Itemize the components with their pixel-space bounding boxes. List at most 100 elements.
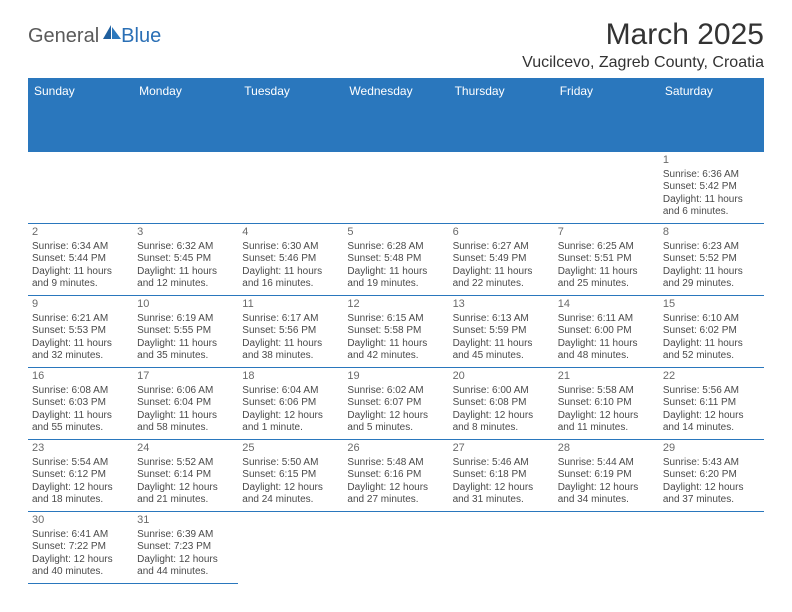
weekday-header-row: Sunday Monday Tuesday Wednesday Thursday… [28,80,764,152]
sunset-text: Sunset: 6:02 PM [663,325,760,338]
daylight-text: Daylight: 11 hours [137,338,234,351]
calendar-day-cell [449,512,554,584]
day-number: 4 [242,226,339,240]
month-year-title: March 2025 [522,18,764,52]
calendar-day-cell: 25Sunrise: 5:50 AMSunset: 6:15 PMDayligh… [238,440,343,512]
calendar-day-cell: 23Sunrise: 5:54 AMSunset: 6:12 PMDayligh… [28,440,133,512]
weekday-header: Wednesday [343,80,448,152]
sunrise-text: Sunrise: 6:34 AM [32,241,129,254]
day-number: 16 [32,370,129,384]
sunrise-text: Sunrise: 6:08 AM [32,385,129,398]
sunrise-text: Sunrise: 6:39 AM [137,529,234,542]
calendar-day-cell: 16Sunrise: 6:08 AMSunset: 6:03 PMDayligh… [28,368,133,440]
calendar-day-cell [28,152,133,224]
calendar-grid: Sunday Monday Tuesday Wednesday Thursday… [28,78,764,584]
sunrise-text: Sunrise: 5:54 AM [32,457,129,470]
daylight-text: Daylight: 11 hours [558,266,655,279]
sunset-text: Sunset: 6:15 PM [242,469,339,482]
sunrise-text: Sunrise: 6:36 AM [663,169,760,182]
daylight-text: Daylight: 12 hours [453,410,550,423]
calendar-day-cell [343,512,448,584]
sunrise-text: Sunrise: 6:30 AM [242,241,339,254]
sunrise-text: Sunrise: 5:44 AM [558,457,655,470]
daylight-text: Daylight: 11 hours [453,266,550,279]
title-block: March 2025 Vucilcevo, Zagreb County, Cro… [522,18,764,72]
weekday-header: Monday [133,80,238,152]
calendar-day-cell: 5Sunrise: 6:28 AMSunset: 5:48 PMDaylight… [343,224,448,296]
daylight-text: Daylight: 11 hours [32,266,129,279]
sunrise-text: Sunrise: 6:28 AM [347,241,444,254]
sunset-text: Sunset: 5:52 PM [663,253,760,266]
daylight-text: and 34 minutes. [558,494,655,507]
day-number: 27 [453,442,550,456]
sunrise-text: Sunrise: 5:58 AM [558,385,655,398]
calendar-day-cell: 18Sunrise: 6:04 AMSunset: 6:06 PMDayligh… [238,368,343,440]
daylight-text: Daylight: 11 hours [663,338,760,351]
day-number: 7 [558,226,655,240]
day-number: 14 [558,298,655,312]
daylight-text: Daylight: 11 hours [137,266,234,279]
daylight-text: and 24 minutes. [242,494,339,507]
sunrise-text: Sunrise: 6:25 AM [558,241,655,254]
day-number: 30 [32,514,129,528]
weekday-header: Thursday [449,80,554,152]
sunset-text: Sunset: 6:19 PM [558,469,655,482]
day-number: 24 [137,442,234,456]
page-header: General Blue March 2025 Vucilcevo, Zagre… [28,18,764,72]
calendar-day-cell [238,152,343,224]
day-number: 10 [137,298,234,312]
daylight-text: and 21 minutes. [137,494,234,507]
calendar-day-cell: 8Sunrise: 6:23 AMSunset: 5:52 PMDaylight… [659,224,764,296]
calendar-day-cell: 13Sunrise: 6:13 AMSunset: 5:59 PMDayligh… [449,296,554,368]
calendar-day-cell: 30Sunrise: 6:41 AMSunset: 7:22 PMDayligh… [28,512,133,584]
daylight-text: Daylight: 12 hours [453,482,550,495]
sunset-text: Sunset: 6:14 PM [137,469,234,482]
daylight-text: and 42 minutes. [347,350,444,363]
calendar-day-cell: 9Sunrise: 6:21 AMSunset: 5:53 PMDaylight… [28,296,133,368]
sunset-text: Sunset: 6:10 PM [558,397,655,410]
day-number: 12 [347,298,444,312]
daylight-text: and 44 minutes. [137,566,234,579]
sunrise-text: Sunrise: 5:43 AM [663,457,760,470]
calendar-day-cell: 28Sunrise: 5:44 AMSunset: 6:19 PMDayligh… [554,440,659,512]
daylight-text: Daylight: 11 hours [137,410,234,423]
sunrise-text: Sunrise: 6:23 AM [663,241,760,254]
daylight-text: Daylight: 12 hours [32,554,129,567]
sunrise-text: Sunrise: 5:46 AM [453,457,550,470]
daylight-text: and 48 minutes. [558,350,655,363]
daylight-text: Daylight: 12 hours [663,410,760,423]
calendar-day-cell: 19Sunrise: 6:02 AMSunset: 6:07 PMDayligh… [343,368,448,440]
daylight-text: and 58 minutes. [137,422,234,435]
sunset-text: Sunset: 6:00 PM [558,325,655,338]
day-number: 31 [137,514,234,528]
calendar-day-cell [449,152,554,224]
calendar-day-cell: 17Sunrise: 6:06 AMSunset: 6:04 PMDayligh… [133,368,238,440]
day-number: 29 [663,442,760,456]
sunset-text: Sunset: 6:04 PM [137,397,234,410]
calendar-day-cell: 12Sunrise: 6:15 AMSunset: 5:58 PMDayligh… [343,296,448,368]
sunrise-text: Sunrise: 6:41 AM [32,529,129,542]
calendar-day-cell: 15Sunrise: 6:10 AMSunset: 6:02 PMDayligh… [659,296,764,368]
sunrise-text: Sunrise: 6:19 AM [137,313,234,326]
day-number: 19 [347,370,444,384]
day-number: 6 [453,226,550,240]
daylight-text: and 8 minutes. [453,422,550,435]
daylight-text: Daylight: 11 hours [242,338,339,351]
sunrise-text: Sunrise: 5:50 AM [242,457,339,470]
daylight-text: and 38 minutes. [242,350,339,363]
calendar-day-cell: 26Sunrise: 5:48 AMSunset: 6:16 PMDayligh… [343,440,448,512]
calendar-day-cell [554,152,659,224]
brand-text-1: General [28,25,99,48]
sunrise-text: Sunrise: 6:13 AM [453,313,550,326]
day-number: 22 [663,370,760,384]
daylight-text: and 25 minutes. [558,278,655,291]
weekday-header: Sunday [28,80,133,152]
daylight-text: and 18 minutes. [32,494,129,507]
brand-logo: General Blue [28,18,161,48]
calendar-day-cell: 20Sunrise: 6:00 AMSunset: 6:08 PMDayligh… [449,368,554,440]
sunrise-text: Sunrise: 6:06 AM [137,385,234,398]
daylight-text: Daylight: 12 hours [32,482,129,495]
daylight-text: Daylight: 12 hours [137,554,234,567]
calendar-day-cell: 21Sunrise: 5:58 AMSunset: 6:10 PMDayligh… [554,368,659,440]
day-number: 2 [32,226,129,240]
